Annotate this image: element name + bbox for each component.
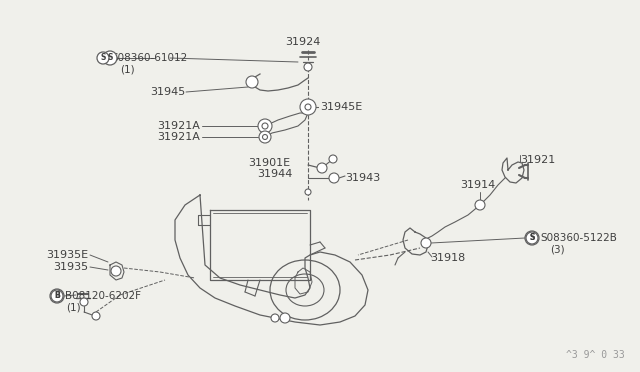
Circle shape bbox=[103, 51, 117, 65]
Text: 31921A: 31921A bbox=[157, 121, 200, 131]
Text: S08360-5122B: S08360-5122B bbox=[540, 233, 617, 243]
Text: (3): (3) bbox=[550, 245, 564, 255]
Text: 31935E: 31935E bbox=[46, 250, 88, 260]
Text: S: S bbox=[529, 234, 534, 243]
Text: B08120-6202F: B08120-6202F bbox=[65, 291, 141, 301]
Circle shape bbox=[526, 232, 538, 244]
Text: 31901E: 31901E bbox=[248, 158, 290, 168]
Text: 31914: 31914 bbox=[460, 180, 495, 190]
Circle shape bbox=[97, 52, 109, 64]
Text: 31935: 31935 bbox=[53, 262, 88, 272]
Circle shape bbox=[92, 312, 100, 320]
Circle shape bbox=[258, 119, 272, 133]
Text: 31921: 31921 bbox=[520, 155, 556, 165]
Circle shape bbox=[51, 290, 63, 302]
Text: (1): (1) bbox=[120, 65, 134, 75]
Circle shape bbox=[280, 313, 290, 323]
Circle shape bbox=[421, 238, 431, 248]
Circle shape bbox=[271, 314, 279, 322]
Text: (1): (1) bbox=[66, 303, 81, 313]
Circle shape bbox=[80, 298, 88, 306]
Text: 31945: 31945 bbox=[150, 87, 185, 97]
Circle shape bbox=[305, 104, 311, 110]
Text: S08360-61012: S08360-61012 bbox=[111, 53, 188, 63]
Circle shape bbox=[475, 200, 485, 210]
Text: ^3 9^ 0 33: ^3 9^ 0 33 bbox=[566, 350, 625, 360]
Circle shape bbox=[262, 135, 268, 140]
Text: 31918: 31918 bbox=[430, 253, 465, 263]
Circle shape bbox=[50, 289, 64, 303]
Circle shape bbox=[329, 155, 337, 163]
Circle shape bbox=[262, 123, 268, 129]
Text: S: S bbox=[100, 54, 106, 62]
Text: B: B bbox=[54, 292, 60, 301]
Circle shape bbox=[300, 99, 316, 115]
Text: S: S bbox=[108, 54, 113, 62]
Text: 31924: 31924 bbox=[285, 37, 321, 47]
Circle shape bbox=[304, 63, 312, 71]
Text: 31944: 31944 bbox=[258, 169, 293, 179]
Text: S: S bbox=[529, 234, 534, 243]
Circle shape bbox=[329, 173, 339, 183]
Circle shape bbox=[317, 163, 327, 173]
Circle shape bbox=[111, 266, 121, 276]
Text: 31943: 31943 bbox=[345, 173, 380, 183]
Text: B: B bbox=[54, 292, 60, 301]
Circle shape bbox=[259, 131, 271, 143]
Circle shape bbox=[246, 76, 258, 88]
Text: 31945E: 31945E bbox=[320, 102, 362, 112]
Circle shape bbox=[305, 189, 311, 195]
Text: 31921A: 31921A bbox=[157, 132, 200, 142]
Circle shape bbox=[525, 231, 539, 245]
